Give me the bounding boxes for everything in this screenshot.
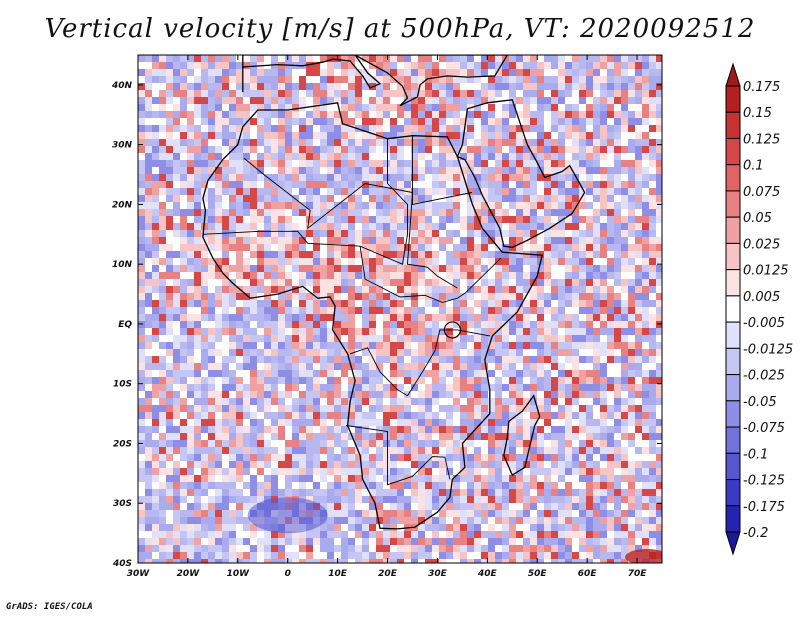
y-tick-label: 40S xyxy=(112,559,132,569)
colorbar-swatch xyxy=(725,85,741,113)
y-tick-label: 30N xyxy=(112,141,133,151)
border-line xyxy=(359,138,408,265)
colorbar-label: -0.075 xyxy=(743,421,785,436)
colorbar-label: -0.125 xyxy=(743,474,785,489)
x-tick-label: 20W xyxy=(177,569,201,579)
colorbar-swatch xyxy=(725,374,741,402)
strong-descent-patch xyxy=(247,497,328,534)
y-tick-label: 20N xyxy=(112,200,133,210)
colorbar-swatch xyxy=(725,347,741,376)
colorbar-swatch xyxy=(725,137,741,166)
border-line xyxy=(349,329,490,397)
colorbar-swatch xyxy=(725,190,741,218)
colorbar-label: -0.025 xyxy=(743,369,785,384)
country-borders xyxy=(202,135,502,486)
colorbar-label: -0.05 xyxy=(743,395,777,410)
colorbar-swatch xyxy=(725,505,741,533)
madagascar-coastline xyxy=(503,394,541,477)
x-tick-label: 10W xyxy=(227,569,251,579)
colorbar: 0.175 0.15 0.125 0.1 0.075 0.05 0.025 0.0125 0.0… xyxy=(725,62,793,556)
colorbar-label: 0.0125 xyxy=(743,264,789,279)
colorbar-swatch xyxy=(725,269,741,297)
colorbar-label: 0.05 xyxy=(743,211,772,226)
x-tick-label: 0 xyxy=(285,569,291,579)
y-tick-label: 30S xyxy=(113,499,132,509)
arabia-coastline xyxy=(456,99,586,249)
y-tick-label: 20S xyxy=(113,439,132,449)
coastlines xyxy=(202,55,586,530)
map-frame xyxy=(137,54,663,564)
x-tick-label: 20E xyxy=(378,569,398,579)
colorbar-swatch xyxy=(725,164,741,192)
colorbar-swatch xyxy=(725,111,741,139)
y-tick-label: 10S xyxy=(113,380,132,390)
border-line xyxy=(407,135,458,289)
x-tick-label: 60E xyxy=(578,569,598,579)
lake-victoria xyxy=(443,321,461,339)
x-tick-label: 30E xyxy=(428,569,448,579)
colorbar-swatch xyxy=(725,295,741,323)
colorbar-label: -0.175 xyxy=(743,500,785,515)
colorbar-label: 0.075 xyxy=(743,185,780,200)
colorbar-label: -0.2 xyxy=(743,526,768,541)
map-panel: 30W 20W 10W 0 10E 20E 30E 40E 50E 60E 70E 40N 30N 20N… xyxy=(111,54,663,579)
map-title: Vertical velocity [m/s] at 500hPa, VT: 2… xyxy=(44,14,756,44)
colorbar-label: 0.025 xyxy=(743,237,780,252)
colorbar-swatch xyxy=(725,242,741,271)
colorbar-bottom-arrow xyxy=(725,531,741,556)
colorbar-label: -0.0125 xyxy=(743,342,793,357)
colorbar-swatch xyxy=(725,216,741,244)
colorbar-swatch xyxy=(725,400,741,428)
strong-ascent-patch xyxy=(625,549,662,563)
grads-credit: GrADS: IGES/COLA xyxy=(6,602,93,612)
colorbar-label: 0.1 xyxy=(743,159,764,174)
europe-coastline xyxy=(242,55,509,107)
border-line xyxy=(244,158,472,230)
x-tick-label: 40E xyxy=(477,569,498,579)
vertical-velocity-field xyxy=(138,55,662,563)
colorbar-swatch xyxy=(725,426,741,454)
colorbar-swatch xyxy=(725,479,741,507)
colorbar-label: 0.005 xyxy=(743,290,780,305)
x-tick-label: 50E xyxy=(528,569,548,579)
colorbar-swatch xyxy=(725,321,741,349)
colorbar-label: -0.005 xyxy=(743,316,785,331)
colorbar-swatch xyxy=(725,452,741,481)
y-tick-label: 40N xyxy=(111,81,133,91)
colorbar-label: 0.125 xyxy=(743,132,780,147)
x-tick-label: 10E xyxy=(328,569,348,579)
colorbar-top-arrow xyxy=(725,62,741,87)
colorbar-label: 0.15 xyxy=(743,106,772,121)
africa-coastline xyxy=(202,102,544,530)
y-tick-label: 10N xyxy=(112,260,133,270)
border-line xyxy=(346,425,451,486)
x-tick-label: 70E xyxy=(628,569,648,579)
colorbar-label: 0.175 xyxy=(743,80,780,95)
border-line xyxy=(202,230,502,303)
y-tick-label: EQ xyxy=(118,320,132,330)
colorbar-label: -0.1 xyxy=(743,447,768,462)
x-tick-label: 30W xyxy=(127,569,151,579)
